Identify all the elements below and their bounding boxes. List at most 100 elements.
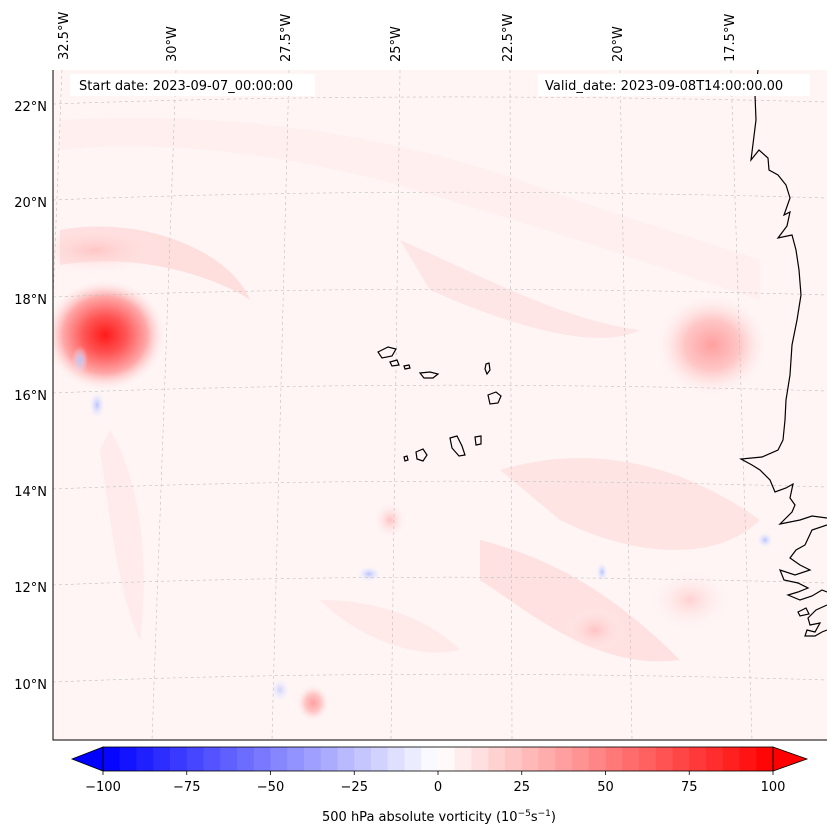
island-sao-vicente — [389, 359, 400, 367]
colorbar-segment — [270, 747, 288, 771]
lon-label-22-5w: 22.5°W — [501, 14, 516, 62]
colorbar-segment — [488, 747, 506, 771]
island-sao-nicolau — [418, 371, 440, 379]
vorticity-band-south — [480, 540, 680, 662]
colorbar-label-mid: s — [531, 810, 538, 825]
gridline-lon-25 — [390, 70, 401, 740]
colorbar-tick-label: −100 — [85, 780, 121, 795]
gridline-lat-16 — [53, 384, 827, 394]
negative-vorticity-west — [89, 391, 105, 419]
colorbar-segment — [153, 747, 171, 771]
vorticity-blob-center — [374, 502, 406, 538]
vorticity-band-sw — [320, 600, 460, 653]
gridline-lat-22 — [53, 96, 827, 105]
island-fogo — [415, 448, 428, 462]
vorticity-band-central — [400, 240, 640, 338]
lon-label-20w: 20°W — [611, 26, 626, 62]
gridline-lat-20 — [53, 191, 827, 201]
negative-vorticity-south — [270, 678, 290, 702]
lat-label-10n: 10°N — [14, 678, 47, 693]
lat-label-16n: 16°N — [14, 389, 47, 404]
island-sal — [484, 362, 491, 376]
lat-label-22n: 22°N — [14, 100, 47, 115]
island-santo-antao — [377, 346, 397, 359]
island-maio — [474, 435, 482, 446]
colorbar-segments — [103, 747, 774, 771]
colorbar-segment — [521, 747, 540, 771]
colorbar-tick-label: 100 — [761, 780, 786, 795]
valid-date-label: Valid_date: 2023-09-08T14:00:00.00 — [545, 79, 783, 94]
lon-label-17-5w: 17.5°W — [723, 14, 738, 62]
colorbar-label-exp1: −5 — [518, 809, 531, 819]
map-frame — [52, 70, 827, 741]
colorbar-segment — [421, 747, 439, 771]
colorbar-segment — [605, 747, 623, 771]
colorbar-segment — [320, 747, 339, 771]
colorbar-tick-label: −75 — [173, 780, 200, 795]
island-boa-vista — [487, 391, 502, 405]
colorbar-segment — [304, 747, 322, 771]
longitude-labels: 32.5°W 30°W 27.5°W 25°W 22.5°W 20°W 17.5… — [57, 12, 738, 62]
gridline-lon-17-5 — [730, 70, 753, 740]
colorbar-tick-label: −50 — [257, 780, 284, 795]
colorbar-segment — [371, 747, 389, 771]
gridline-lat-10 — [53, 673, 827, 683]
colorbar-tick-label: 0 — [434, 780, 442, 795]
graticule — [53, 70, 827, 740]
gridline-lat-12 — [53, 576, 827, 586]
colorbar-segment — [103, 747, 121, 771]
colorbar-segment — [220, 747, 238, 771]
negative-vorticity-west-2 — [72, 346, 88, 374]
vorticity-band-west — [100, 430, 144, 640]
lon-label-32-5w: 32.5°W — [57, 12, 72, 60]
vorticity-arc-west — [53, 225, 165, 275]
colorbar-segment — [572, 747, 590, 771]
lon-label-30w: 30°W — [165, 26, 180, 62]
colorbar-label-prefix: 500 hPa absolute vorticity (10 — [322, 810, 518, 825]
gridline-lon-32-5 — [53, 70, 63, 301]
lat-label-20n: 20°N — [14, 196, 47, 211]
island-brava — [403, 455, 409, 462]
colorbar-segment — [622, 747, 640, 771]
coastline-west-africa — [738, 70, 827, 525]
colorbar-segment — [237, 747, 255, 771]
colorbar-label: 500 hPa absolute vorticity (10−5s−1) — [322, 809, 556, 825]
colorbar-segment — [739, 747, 757, 771]
vorticity-band-east — [500, 458, 760, 550]
vorticity-max-west-storm — [53, 280, 165, 390]
vorticity-max-east-disturbance — [657, 295, 767, 395]
start-date-box — [70, 74, 315, 96]
gridline-lat-18 — [53, 288, 827, 298]
colorbar: −100 −75 −50 −25 0 25 50 75 100 500 hPa absolute… — [70, 746, 809, 825]
vorticity-field — [53, 118, 773, 721]
gridline-lon-30 — [151, 70, 177, 740]
colorbar-segment — [203, 747, 221, 771]
colorbar-segment — [555, 747, 573, 771]
colorbar-segment — [287, 747, 305, 771]
colorbar-tick-label: 50 — [597, 780, 614, 795]
lon-label-25w: 25°W — [389, 26, 404, 62]
lon-label-27-5w: 27.5°W — [279, 14, 294, 62]
colorbar-segment — [438, 747, 456, 771]
coastlines — [738, 70, 827, 637]
island-santiago — [449, 435, 466, 457]
negative-vorticity-center — [357, 566, 381, 582]
colorbar-segment — [706, 747, 724, 771]
colorbar-segment — [354, 747, 372, 771]
coastline-island-bissagos — [797, 607, 810, 617]
colorbar-segment — [722, 747, 741, 771]
vorticity-band-north — [60, 118, 760, 300]
colorbar-segment — [588, 747, 607, 771]
colorbar-tick-label: −25 — [341, 780, 368, 795]
colorbar-segment — [505, 747, 523, 771]
negative-vorticity-east — [596, 562, 608, 582]
colorbar-segment — [756, 747, 774, 771]
island-santa-luzia — [403, 364, 411, 370]
colorbar-extend-min — [70, 746, 104, 772]
colorbar-segment — [454, 747, 473, 771]
colorbar-segment — [387, 747, 406, 771]
gridline-lat-14 — [53, 480, 827, 490]
colorbar-label-suffix: ) — [551, 810, 556, 825]
gridline-lon-22-5 — [509, 70, 513, 740]
